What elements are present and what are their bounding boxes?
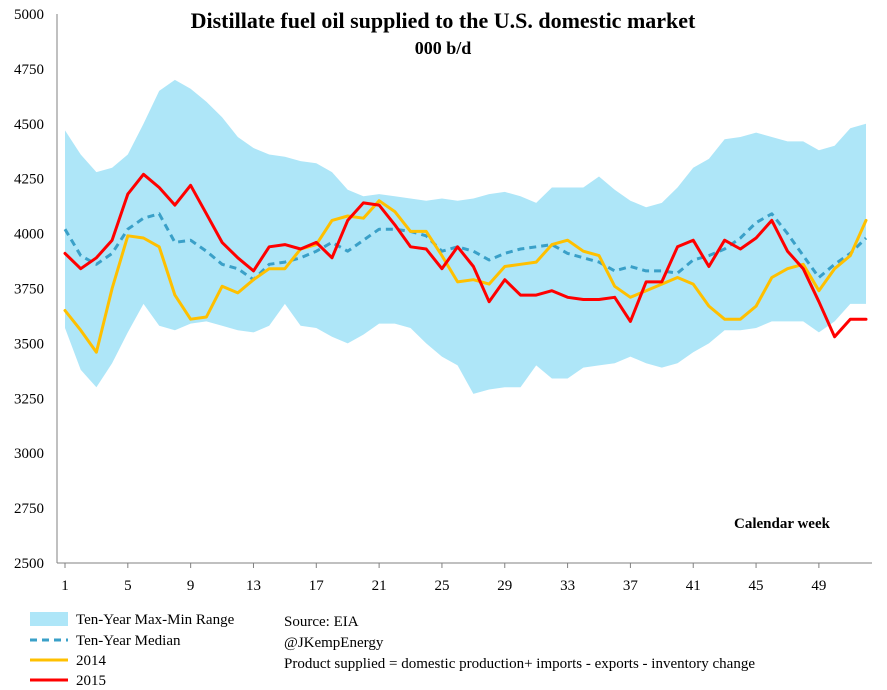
legend-range-label: Ten-Year Max-Min Range	[76, 612, 235, 628]
x-tick-label: 49	[811, 578, 826, 594]
y-tick-label: 2750	[14, 501, 44, 517]
legend-2014-label: 2014	[76, 653, 107, 669]
range-layer	[65, 79, 866, 394]
x-tick-label: 25	[434, 578, 449, 594]
notes: Source: EIA @JKempEnergy Product supplie…	[284, 614, 755, 672]
legend-range-swatch	[30, 612, 68, 626]
y-tick-label: 3500	[14, 336, 44, 352]
x-tick-label: 41	[686, 578, 701, 594]
definition-note: Product supplied = domestic production+ …	[284, 656, 755, 672]
x-tick-label: 13	[246, 578, 261, 594]
x-tick-label: 1	[61, 578, 69, 594]
x-tick-label: 29	[497, 578, 512, 594]
x-tick-label: 5	[124, 578, 132, 594]
y-tick-label: 5000	[14, 7, 44, 23]
y-tick-label: 4000	[14, 227, 44, 243]
x-tick-label: 21	[372, 578, 387, 594]
source-note: Source: EIA	[284, 614, 359, 630]
legend-median-label: Ten-Year Median	[76, 633, 181, 649]
x-tick-label: 37	[623, 578, 639, 594]
x-tick-label: 33	[560, 578, 575, 594]
x-axis-label: Calendar week	[734, 516, 831, 532]
y-tick-label: 4250	[14, 172, 44, 188]
axes-layer	[56, 14, 872, 564]
y-tick-label: 4750	[14, 62, 44, 78]
chart-title: Distillate fuel oil supplied to the U.S.…	[191, 8, 696, 33]
x-tick-label: 17	[309, 578, 325, 594]
x-tick-labels: 1 5 9 13 17 21 25 29 33 37 41 45 49	[61, 563, 826, 594]
y-tick-label: 2500	[14, 556, 44, 572]
legend: Ten-Year Max-Min Range Ten-Year Median 2…	[30, 612, 235, 689]
author-handle: @JKempEnergy	[284, 635, 384, 651]
y-tick-labels: 2500 2750 3000 3250 3500 3750 4000 4250 4500 4750…	[14, 7, 44, 572]
lines-layer	[63, 172, 868, 354]
x-tick-label: 9	[187, 578, 195, 594]
series-line-2015	[63, 172, 868, 339]
y-tick-label: 3000	[14, 446, 44, 462]
range-band	[65, 79, 866, 394]
series-line-2014	[63, 199, 868, 354]
y-tick-label: 3250	[14, 391, 44, 407]
x-tick-label: 45	[749, 578, 764, 594]
y-tick-label: 3750	[14, 282, 44, 298]
chart-subtitle: 000 b/d	[415, 38, 472, 58]
legend-2015-label: 2015	[76, 673, 106, 689]
y-tick-label: 4500	[14, 117, 44, 133]
